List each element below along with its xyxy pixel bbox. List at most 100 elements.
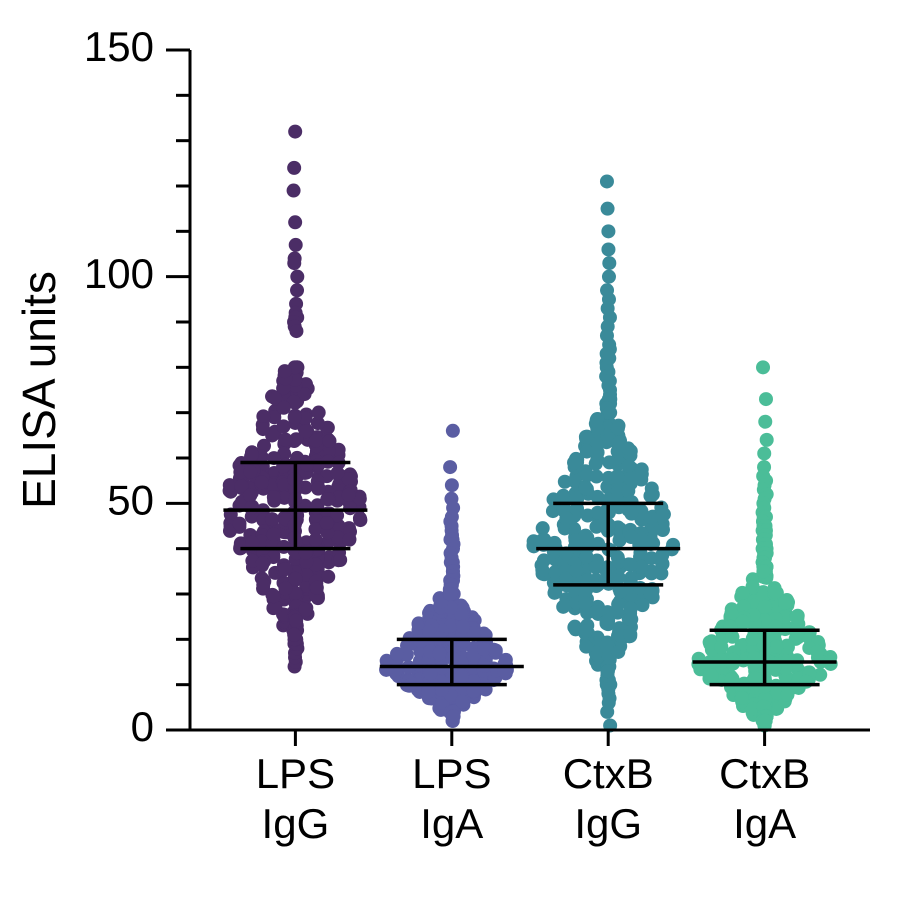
data-point xyxy=(769,585,783,599)
chart-container: 050100150ELISA unitsLPSIgGLPSIgACtxBIgGC… xyxy=(0,0,900,899)
data-point xyxy=(758,714,772,728)
data-point xyxy=(290,283,304,297)
data-point xyxy=(579,430,593,444)
data-point xyxy=(589,520,603,534)
data-point xyxy=(589,605,603,619)
data-point xyxy=(602,256,616,270)
data-point xyxy=(644,587,658,601)
data-point xyxy=(736,615,750,629)
data-point xyxy=(791,625,805,639)
data-point xyxy=(312,481,326,495)
data-point xyxy=(353,511,367,525)
data-point xyxy=(243,465,257,479)
data-point xyxy=(567,456,581,470)
data-point xyxy=(342,533,356,547)
data-point xyxy=(591,506,605,520)
data-point xyxy=(602,270,616,284)
data-point xyxy=(288,215,302,229)
data-point xyxy=(589,457,603,471)
x-tick-label-line1: CtxB xyxy=(563,750,654,797)
data-point xyxy=(321,570,335,584)
data-point xyxy=(769,640,783,654)
data-point xyxy=(333,553,347,567)
data-point xyxy=(322,434,336,448)
data-point xyxy=(756,360,770,374)
data-point xyxy=(342,488,356,502)
data-point xyxy=(256,556,270,570)
data-point xyxy=(611,471,625,485)
data-point xyxy=(267,527,281,541)
data-point xyxy=(277,540,291,554)
data-point xyxy=(287,184,301,198)
data-point xyxy=(691,657,705,671)
data-point xyxy=(287,256,301,270)
data-point xyxy=(789,610,803,624)
data-point xyxy=(735,691,749,705)
data-point xyxy=(255,475,269,489)
data-point xyxy=(757,446,771,460)
data-point xyxy=(601,614,615,628)
data-point xyxy=(343,501,357,515)
data-point xyxy=(287,628,301,642)
data-point xyxy=(320,516,334,530)
data-point xyxy=(579,640,593,654)
data-point xyxy=(309,533,323,547)
data-point xyxy=(289,614,303,628)
data-point xyxy=(443,587,457,601)
data-point xyxy=(288,410,302,424)
data-point xyxy=(256,409,270,423)
data-point xyxy=(278,432,292,446)
data-point xyxy=(758,600,772,614)
data-point xyxy=(601,202,615,216)
data-point xyxy=(643,489,657,503)
data-point xyxy=(756,564,770,578)
data-point xyxy=(265,512,279,526)
data-point xyxy=(746,632,760,646)
data-point xyxy=(423,666,437,680)
data-point xyxy=(455,695,469,709)
data-point xyxy=(310,581,324,595)
x-tick-label-line2: IgA xyxy=(420,800,483,847)
data-point xyxy=(312,406,326,420)
data-point xyxy=(289,238,303,252)
data-point xyxy=(289,324,303,338)
data-point xyxy=(735,586,749,600)
y-tick-label: 50 xyxy=(107,476,154,523)
data-point xyxy=(579,481,593,495)
data-point xyxy=(579,529,593,543)
y-axis-title: ELISA units xyxy=(13,271,65,509)
data-point xyxy=(390,647,404,661)
data-point xyxy=(456,620,470,634)
data-point xyxy=(547,586,561,600)
data-point xyxy=(601,664,615,678)
data-point xyxy=(601,242,615,256)
data-point xyxy=(300,458,314,472)
data-point xyxy=(299,424,313,438)
x-tick-label-line1: LPS xyxy=(256,750,335,797)
data-point xyxy=(589,469,603,483)
data-point xyxy=(714,640,728,654)
data-point xyxy=(279,582,293,596)
data-point xyxy=(278,364,292,378)
data-point xyxy=(455,670,469,684)
data-point xyxy=(580,445,594,459)
data-point xyxy=(799,675,813,689)
data-point xyxy=(489,644,503,658)
data-point xyxy=(244,501,258,515)
data-point xyxy=(245,447,259,461)
data-point xyxy=(290,270,304,284)
data-point xyxy=(624,530,638,544)
data-point xyxy=(621,441,635,455)
data-point xyxy=(579,624,593,638)
data-point xyxy=(623,558,637,572)
data-point xyxy=(600,174,614,188)
data-point xyxy=(277,401,291,415)
data-point xyxy=(447,709,461,723)
data-point xyxy=(635,598,649,612)
x-tick-label-line2: IgG xyxy=(574,800,642,847)
data-point xyxy=(267,490,281,504)
data-point xyxy=(580,550,594,564)
data-point xyxy=(535,563,549,577)
data-point xyxy=(644,511,658,525)
data-point xyxy=(569,564,583,578)
